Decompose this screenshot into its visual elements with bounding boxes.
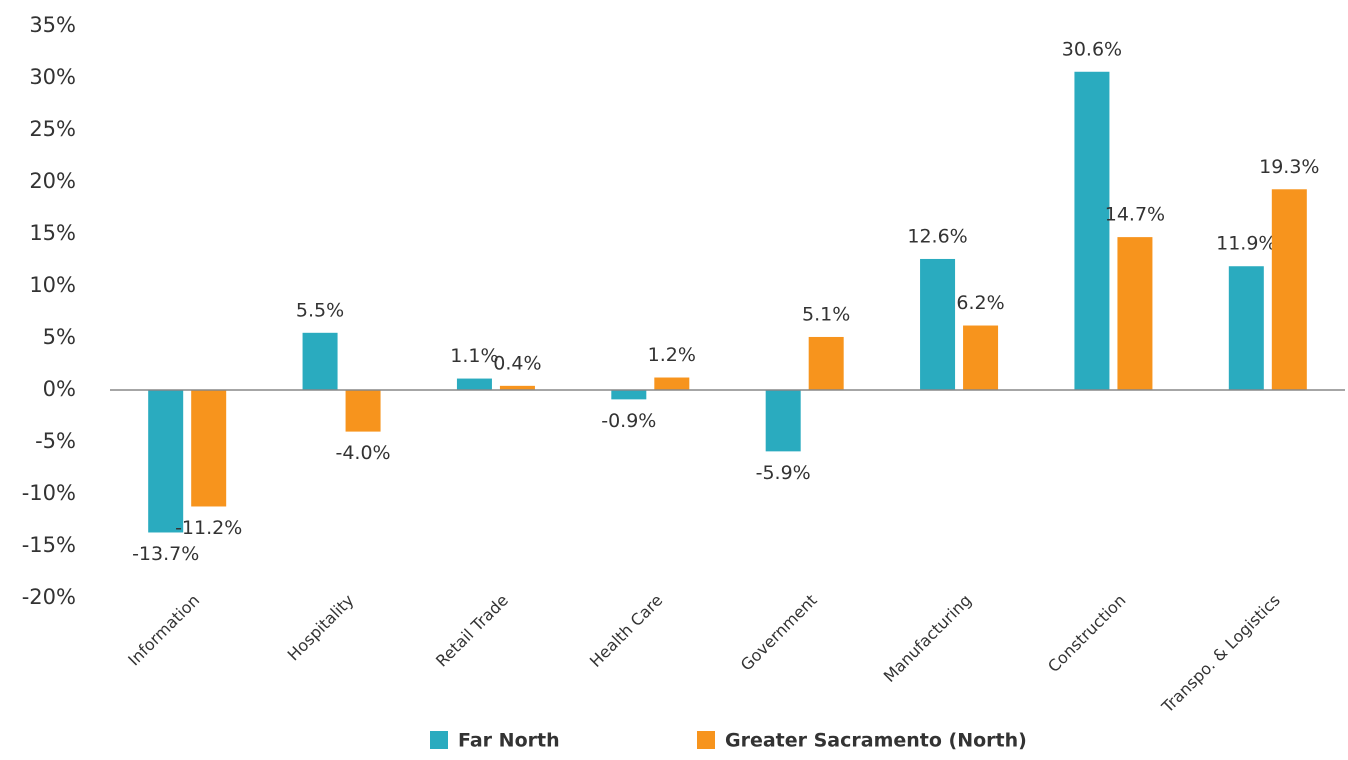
- bar: [499, 385, 535, 390]
- bar: [1074, 71, 1110, 390]
- x-tick-label: Government: [737, 591, 821, 675]
- value-label: -11.2%: [175, 517, 242, 539]
- bar: [963, 325, 999, 390]
- x-tick-label: Construction: [1044, 591, 1129, 676]
- x-tick-label: Transpo. & Logistics: [1157, 591, 1283, 717]
- y-tick-label: -15%: [22, 533, 76, 557]
- value-label: -5.9%: [756, 462, 811, 484]
- bar: [808, 336, 844, 390]
- x-tick-label: Information: [124, 591, 203, 670]
- value-label: 14.7%: [1105, 204, 1165, 226]
- value-label: 6.2%: [956, 292, 1004, 314]
- value-label: 5.1%: [802, 303, 850, 325]
- x-tick-label: Health Care: [586, 591, 666, 671]
- bar: [654, 377, 690, 390]
- bar: [345, 390, 381, 432]
- value-label: 19.3%: [1259, 156, 1319, 178]
- y-tick-label: 10%: [29, 273, 76, 297]
- bar: [1271, 189, 1307, 390]
- value-label: 11.9%: [1216, 233, 1276, 255]
- value-label: 1.1%: [450, 345, 498, 367]
- x-tick-label: Hospitality: [284, 591, 358, 665]
- y-tick-label: 30%: [29, 65, 76, 89]
- legend-swatch: [697, 731, 715, 749]
- bar: [611, 390, 647, 400]
- y-tick-label: 25%: [29, 117, 76, 141]
- legend-label: Greater Sacramento (North): [725, 730, 1027, 752]
- value-label: 0.4%: [493, 352, 541, 374]
- bar: [191, 390, 227, 507]
- value-label: 5.5%: [296, 299, 344, 321]
- y-tick-label: 15%: [29, 221, 76, 245]
- y-tick-label: 5%: [43, 325, 76, 349]
- bar: [1228, 266, 1264, 390]
- value-label: -13.7%: [132, 543, 199, 565]
- bar: [920, 258, 956, 390]
- x-tick-label: Retail Trade: [432, 591, 512, 671]
- value-label: -4.0%: [335, 442, 390, 464]
- bar: [456, 378, 492, 390]
- value-label: 12.6%: [907, 225, 967, 247]
- y-tick-label: -20%: [22, 585, 76, 609]
- bar: [302, 332, 338, 390]
- value-label: 30.6%: [1062, 38, 1122, 60]
- bar: [765, 390, 801, 452]
- legend-swatch: [430, 731, 448, 749]
- y-tick-label: -10%: [22, 481, 76, 505]
- bar: [148, 390, 184, 533]
- x-tick-label: Manufacturing: [880, 591, 975, 686]
- bar: [1117, 237, 1153, 390]
- value-label: 1.2%: [648, 344, 696, 366]
- y-tick-label: 0%: [43, 377, 76, 401]
- y-tick-label: 35%: [29, 13, 76, 37]
- value-label: -0.9%: [601, 410, 656, 432]
- y-tick-label: -5%: [35, 429, 76, 453]
- y-tick-label: 20%: [29, 169, 76, 193]
- legend-label: Far North: [458, 730, 560, 752]
